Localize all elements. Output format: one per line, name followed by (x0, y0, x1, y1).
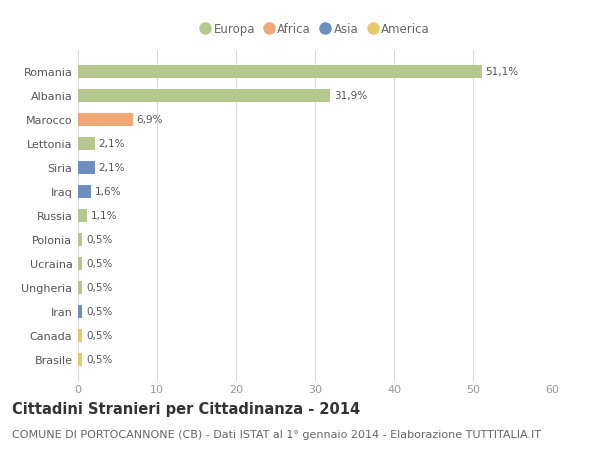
Bar (78, 66, 482, 78)
Text: 6,9%: 6,9% (136, 115, 163, 125)
Bar (78, 233, 82, 246)
Text: 0,5%: 0,5% (86, 354, 112, 364)
Text: 2,1%: 2,1% (98, 163, 125, 173)
Bar (78, 305, 82, 318)
Bar (78, 137, 95, 151)
Bar (78, 90, 330, 103)
Text: COMUNE DI PORTOCANNONE (CB) - Dati ISTAT al 1° gennaio 2014 - Elaborazione TUTTI: COMUNE DI PORTOCANNONE (CB) - Dati ISTAT… (12, 429, 541, 439)
Text: 2,1%: 2,1% (98, 139, 125, 149)
Text: 0,5%: 0,5% (86, 235, 112, 245)
Text: 51,1%: 51,1% (485, 67, 519, 77)
Legend: Europa, Africa, Asia, America: Europa, Africa, Asia, America (200, 23, 430, 36)
Bar (78, 209, 86, 222)
Text: 31,9%: 31,9% (334, 91, 367, 101)
Bar (78, 353, 82, 366)
Bar (78, 257, 82, 270)
Text: 0,5%: 0,5% (86, 330, 112, 341)
Bar (78, 161, 95, 174)
Text: 0,5%: 0,5% (86, 283, 112, 292)
Text: Cittadini Stranieri per Cittadinanza - 2014: Cittadini Stranieri per Cittadinanza - 2… (12, 402, 360, 417)
Bar (78, 329, 82, 342)
Bar (78, 281, 82, 294)
Bar (78, 185, 91, 198)
Bar (78, 113, 133, 127)
Text: 0,5%: 0,5% (86, 258, 112, 269)
Text: 1,1%: 1,1% (91, 211, 117, 221)
Text: 0,5%: 0,5% (86, 307, 112, 316)
Text: 1,6%: 1,6% (95, 187, 121, 197)
